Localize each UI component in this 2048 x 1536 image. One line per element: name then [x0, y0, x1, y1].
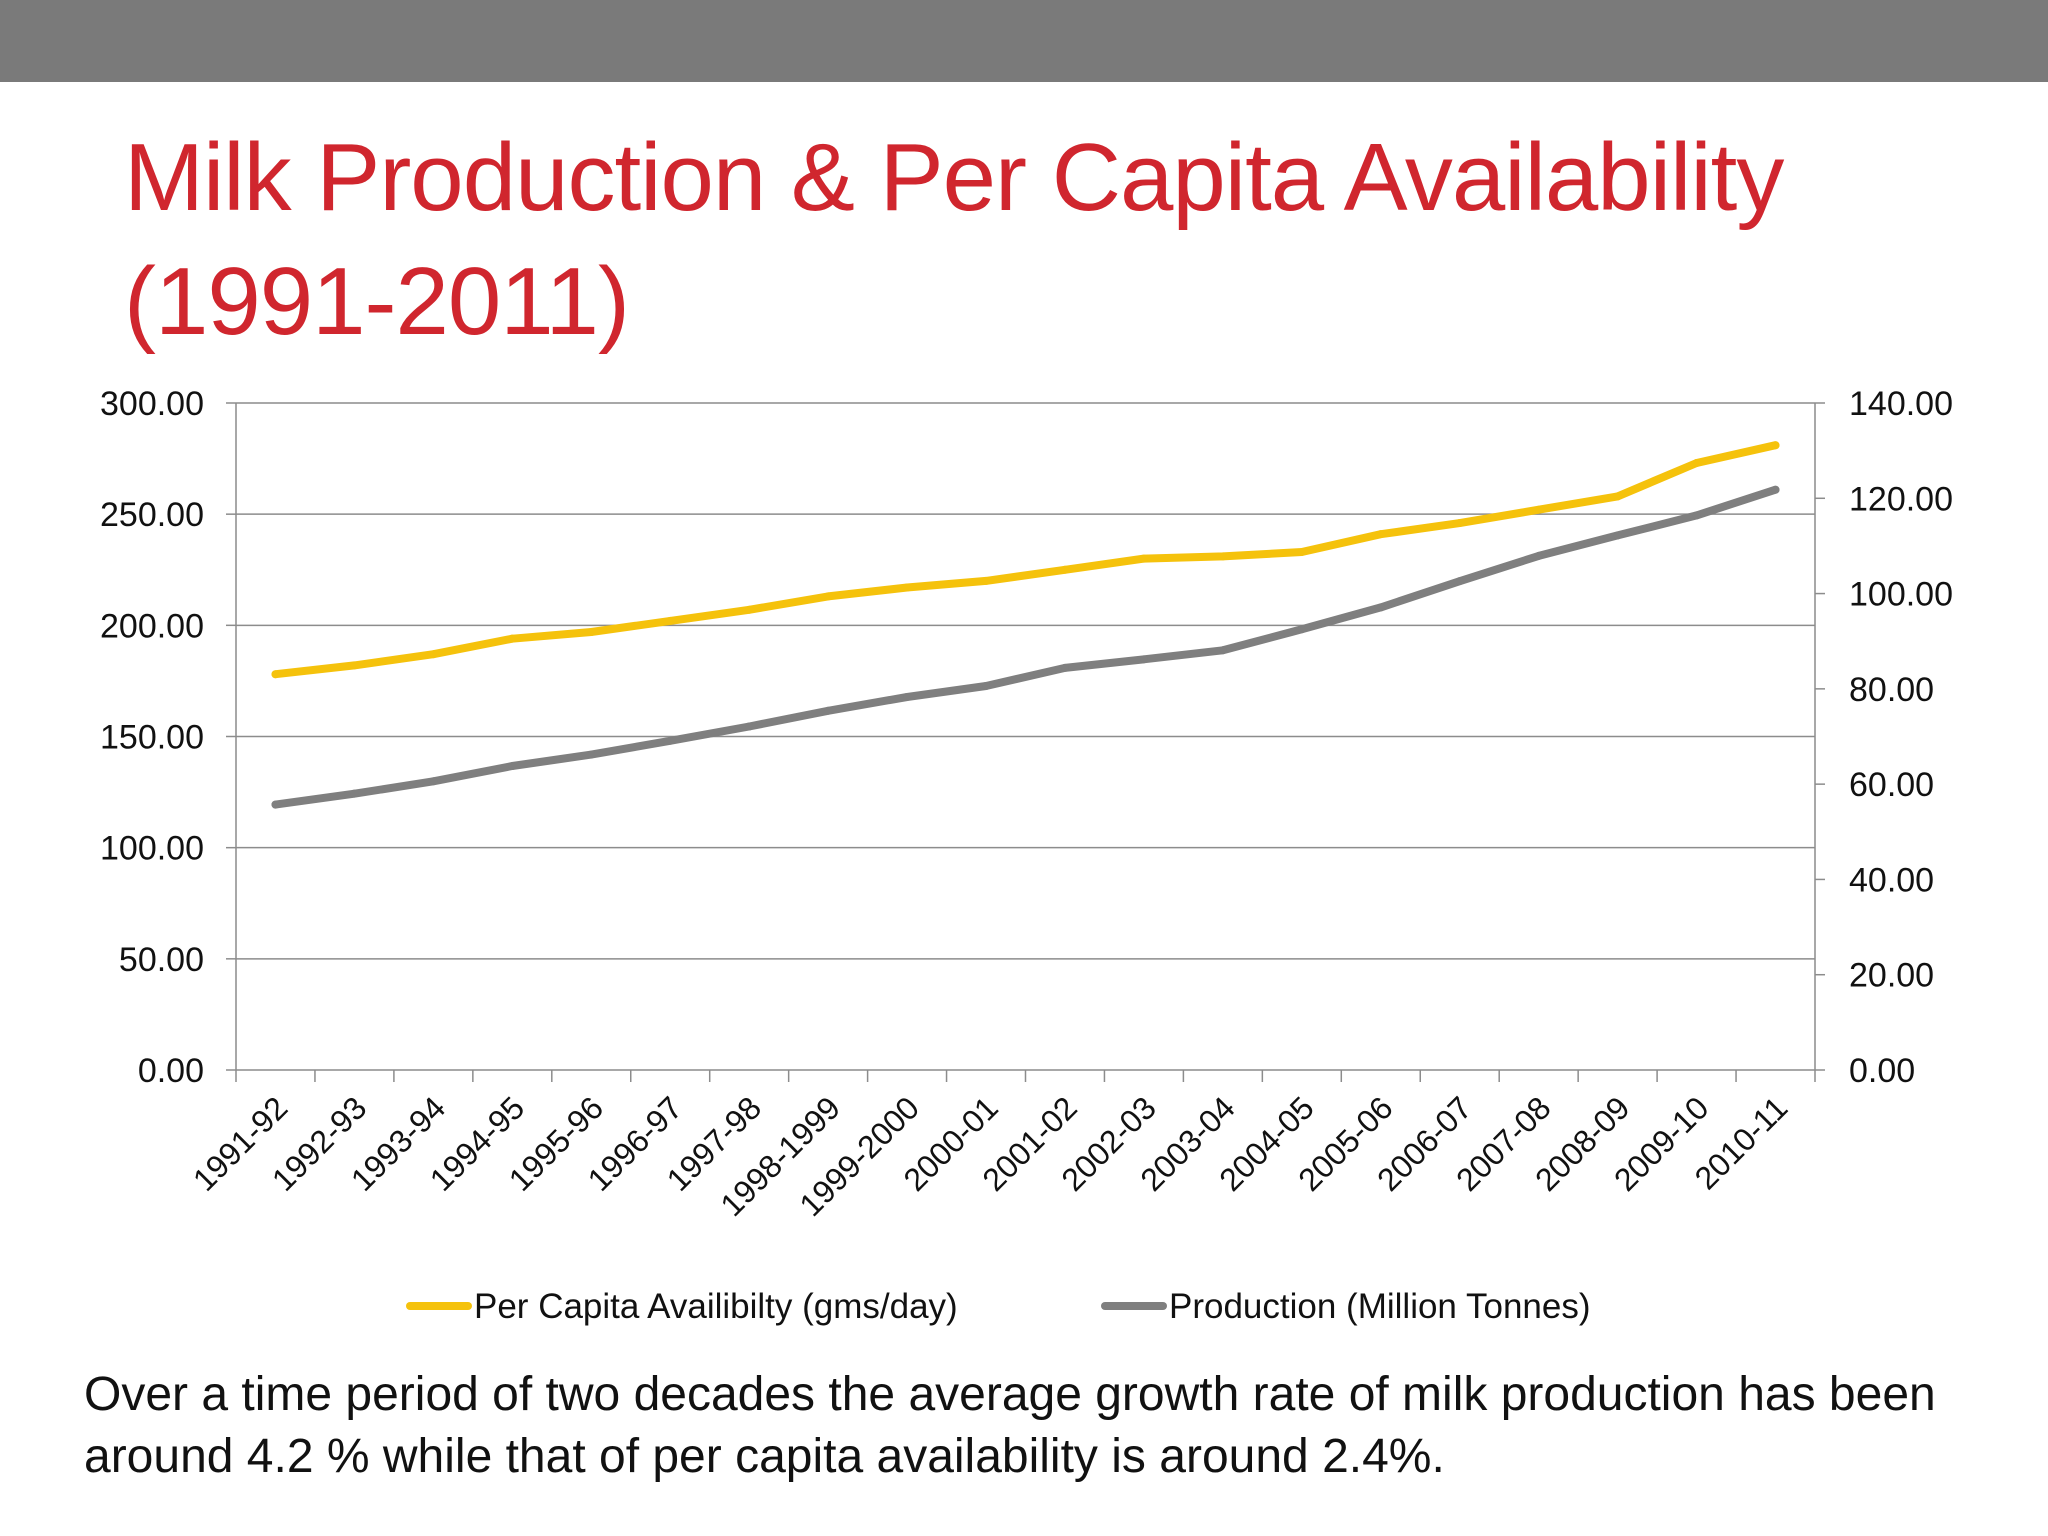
legend-label: Production (Million Tonnes) [1169, 1287, 1591, 1326]
y-left-tick-label: 150.00 [100, 719, 204, 757]
y-right-tick-label: 40.00 [1849, 861, 1934, 899]
series-1-point [508, 634, 517, 643]
series-2-point [587, 750, 596, 759]
series-2-point [1139, 655, 1148, 664]
series-1-point [824, 592, 833, 601]
y-right-tick-label: 100.00 [1849, 576, 1953, 614]
series-2-point [982, 681, 991, 690]
series-2-point [1297, 625, 1306, 634]
series-1-point [1455, 519, 1464, 528]
series-2-point [903, 692, 912, 701]
line-chart: 0.00 50.00 100.00 150.00 200.00 250.00 300.00 0… [100, 385, 1953, 1326]
series-2-point [1692, 511, 1701, 520]
y-left-tick-label: 250.00 [100, 496, 204, 534]
series-1-point [903, 583, 912, 592]
series-2-point [1455, 577, 1464, 586]
series-1-point [1771, 441, 1780, 450]
series-2-point [271, 800, 280, 809]
series-1-point [982, 576, 991, 585]
legend-item: Per Capita Availibilty (gms/day) [406, 1287, 958, 1326]
series-2-point [745, 722, 754, 731]
series-1-point [1218, 552, 1227, 561]
series-2-point [350, 789, 359, 798]
series-2-point [1613, 531, 1622, 540]
y-left-tick-label: 200.00 [100, 607, 204, 645]
series-2-point [1534, 551, 1543, 560]
y-left-tick-label: 50.00 [119, 941, 204, 979]
series-1-point [429, 650, 438, 659]
series-2-point [1376, 603, 1385, 612]
slide-caption: Over a time period of two decades the av… [84, 1368, 1936, 1483]
series-1-point [745, 605, 754, 614]
y-right-tick-label: 0.00 [1849, 1052, 1915, 1090]
series-1-point [350, 661, 359, 670]
series-2-point [1771, 485, 1780, 494]
series-1-point [587, 628, 596, 637]
legend-label: Per Capita Availibilty (gms/day) [474, 1287, 958, 1326]
series-2-point [1060, 663, 1069, 672]
top-bar [0, 0, 2048, 82]
series-2-point [429, 777, 438, 786]
series-1-point [1060, 565, 1069, 574]
series-line-2 [271, 485, 1780, 809]
legend-item: Production (Million Tonnes) [1101, 1287, 1591, 1326]
y-left-tick-label: 300.00 [100, 385, 204, 423]
series-1-point [1139, 554, 1148, 563]
slide-title-line-2: (1991-2011) [124, 248, 630, 355]
series-1-point [1613, 492, 1622, 501]
series-2-point [666, 736, 675, 745]
series-1-point [1376, 530, 1385, 539]
series-1-point [666, 616, 675, 625]
series-2-point [1218, 646, 1227, 655]
y-right-tick-label: 120.00 [1849, 480, 1953, 518]
series-1-point [1297, 547, 1306, 556]
y-left-tick-label: 0.00 [138, 1052, 204, 1090]
slide-title: Milk Production & Per Capita Availabilit… [124, 116, 1984, 364]
y-left-tick-label: 100.00 [100, 830, 204, 868]
series-2-point [824, 706, 833, 715]
series-2-point [508, 762, 517, 771]
series-1-point [1534, 505, 1543, 514]
series-1-point [1692, 459, 1701, 468]
y-right-tick-label: 60.00 [1849, 766, 1934, 804]
series-1-point [271, 670, 280, 679]
y-right-tick-label: 80.00 [1849, 671, 1934, 709]
y-right-tick-label: 20.00 [1849, 957, 1934, 995]
y-right-tick-label: 140.00 [1849, 385, 1953, 423]
series-line-1 [271, 441, 1780, 679]
slide-title-line-1: Milk Production & Per Capita Availabilit… [124, 124, 1784, 231]
